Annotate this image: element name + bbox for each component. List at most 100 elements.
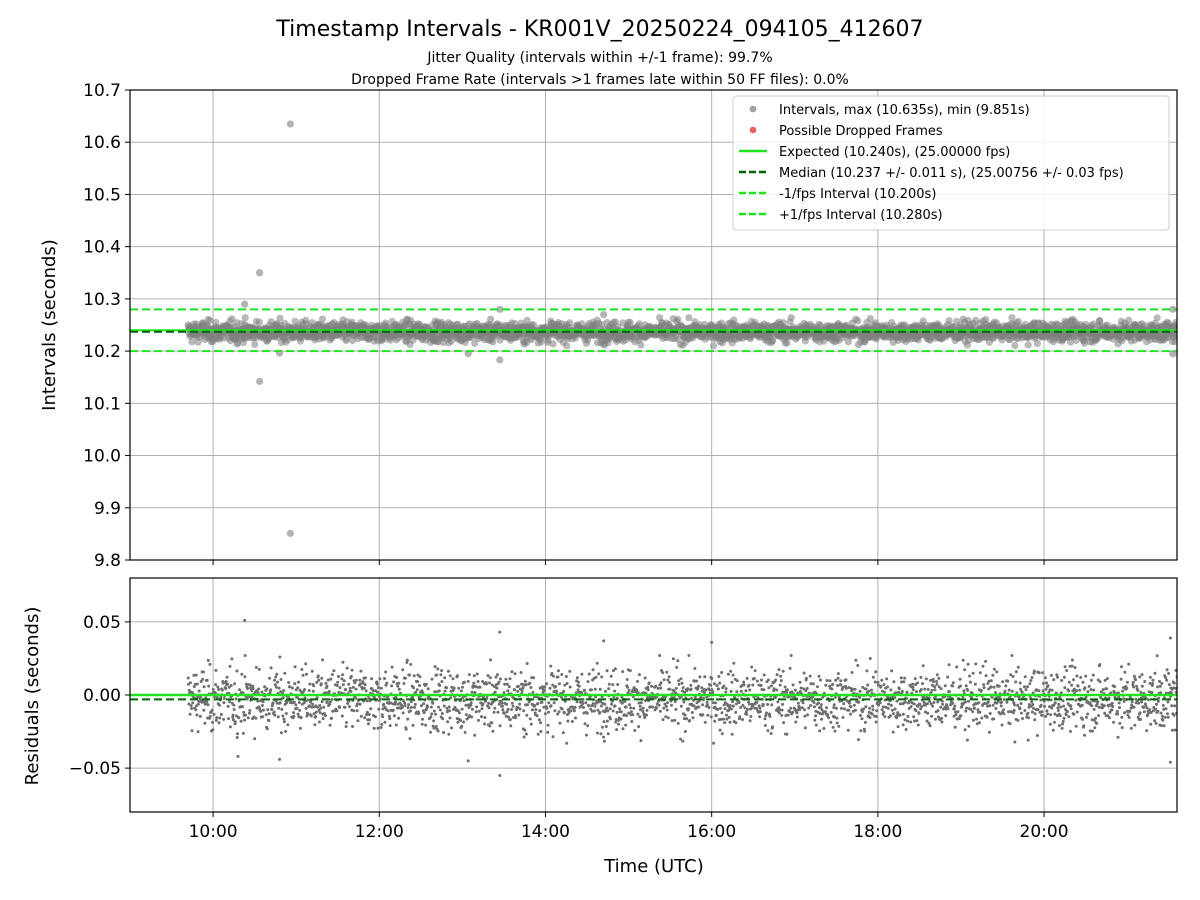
residual-point [523, 679, 527, 683]
residual-point [416, 680, 420, 684]
y-tick-label: 9.9 [94, 499, 121, 519]
residual-point [488, 676, 492, 680]
residual-point [771, 725, 775, 729]
residual-point [978, 710, 982, 714]
residual-point [609, 717, 612, 721]
residual-point [416, 673, 420, 677]
residual-point [551, 674, 555, 678]
residual-point [982, 683, 986, 687]
residual-point [860, 717, 864, 721]
residual-point [937, 685, 941, 689]
residual-point [497, 680, 501, 684]
residual-point [767, 686, 771, 690]
residual-point [710, 688, 714, 692]
residual-point [654, 684, 658, 688]
residual-point [898, 702, 902, 706]
residual-point [667, 675, 671, 679]
residual-point [321, 717, 325, 721]
residual-point [408, 673, 412, 677]
residual-point [673, 718, 677, 722]
residual-point [907, 707, 911, 710]
residual-point [472, 681, 476, 685]
residual-point [914, 709, 918, 713]
residual-point [249, 686, 253, 690]
residual-point [556, 712, 560, 716]
residual-point [638, 715, 642, 719]
residual-point [661, 671, 665, 675]
residual-point [1059, 691, 1063, 695]
residual-point [233, 682, 237, 686]
residual-point [470, 690, 474, 694]
residual-point [924, 677, 928, 681]
residual-point [607, 682, 611, 686]
residual-point [341, 673, 345, 677]
residual-point [531, 691, 535, 694]
residual-point [275, 701, 279, 705]
residual-point [485, 682, 488, 686]
residual-point [1040, 713, 1044, 717]
residual-point [940, 720, 944, 724]
residual-point [825, 679, 829, 682]
residual-point [602, 720, 606, 724]
residual-point [681, 686, 685, 690]
residual-point [737, 701, 741, 705]
residual-point [704, 688, 708, 692]
residual-point [916, 723, 920, 727]
residual-point [885, 677, 889, 681]
residual-point [726, 704, 730, 708]
residual-point [1050, 706, 1054, 710]
residual-point [763, 724, 767, 727]
residual-point [895, 716, 899, 720]
y-tick-label: 10.0 [83, 447, 121, 467]
residual-point [279, 678, 283, 681]
residual-point [376, 726, 380, 730]
residual-point [401, 711, 405, 715]
residual-point [548, 686, 552, 690]
residual-point [814, 723, 818, 727]
interval-outlier-point [496, 356, 504, 364]
residual-point [395, 706, 399, 710]
residual-point [962, 689, 966, 693]
residual-point [953, 725, 957, 729]
residual-point [574, 716, 577, 720]
residual-point [253, 737, 257, 741]
residual-point [562, 711, 566, 715]
y-tick-label: 10.5 [83, 185, 121, 205]
residual-point [555, 689, 558, 693]
residual-point [298, 708, 302, 712]
residual-point [958, 677, 962, 681]
residual-point [1044, 687, 1048, 691]
residual-point [682, 717, 686, 721]
residual-point [324, 681, 328, 685]
residual-point [991, 703, 995, 707]
residual-point [659, 681, 663, 685]
residual-point [411, 723, 415, 727]
residual-point [992, 685, 996, 689]
residual-point [997, 684, 1001, 688]
interval-point [866, 315, 874, 323]
residual-point [718, 728, 722, 732]
residual-point [240, 672, 244, 676]
residual-point [222, 697, 226, 700]
residual-point [951, 681, 955, 685]
residual-point [731, 700, 735, 704]
residual-point [933, 688, 937, 692]
residual-point [1049, 673, 1053, 677]
residual-point [470, 715, 474, 719]
residual-point [1063, 686, 1067, 690]
residual-point [518, 702, 522, 706]
residual-point [195, 713, 199, 717]
residual-point [449, 726, 453, 730]
residual-point [751, 683, 755, 687]
residual-point [729, 669, 733, 673]
residual-point [617, 718, 621, 722]
residual-point [1043, 704, 1047, 708]
residual-point [356, 719, 360, 723]
residual-point [525, 713, 529, 717]
residual-point [824, 683, 828, 687]
residual-point [345, 666, 349, 670]
residual-point [1010, 689, 1014, 693]
residual-point [231, 713, 235, 717]
residual-point [784, 714, 788, 717]
residual-point [849, 705, 853, 709]
